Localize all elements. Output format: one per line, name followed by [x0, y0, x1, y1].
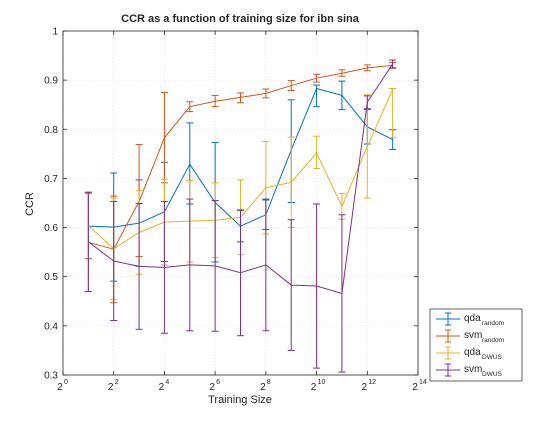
legend-label: qda [464, 347, 481, 358]
y-tick-label: 0.9 [44, 76, 58, 87]
x-tick-exponent: 12 [368, 379, 376, 386]
error-bar-svm-DWUS [160, 201, 168, 334]
error-bar-qda-DWUS [389, 87, 397, 139]
plot-area: 2 0 2 2 2 4 2 6 2 8 2 10 2 12 2 140.30.40.50.60.70.80.9… [44, 27, 427, 394]
error-bar-svm-DWUS [363, 95, 371, 110]
error-bar-svm-DWUS [313, 203, 321, 369]
x-tick-base: 2 [311, 382, 317, 393]
x-tick-label: 2 14 [412, 379, 427, 393]
axes-box [62, 30, 419, 376]
x-axis-label: Training Size [208, 394, 272, 406]
error-bar-svm-DWUS [135, 202, 143, 330]
legend-box [429, 308, 523, 382]
x-tick-exponent: 2 [115, 379, 119, 386]
x-tick-exponent: 6 [216, 379, 220, 386]
error-bar-svm-DWUS [262, 198, 270, 332]
x-tick-exponent: 0 [64, 379, 68, 386]
x-tick-base: 2 [260, 382, 266, 393]
legend-label-subscript: DWUS [482, 371, 503, 378]
error-bar-svm-DWUS [287, 219, 295, 351]
legend-label: qda [464, 313, 481, 324]
legend-label-subscript: DWUS [482, 354, 503, 361]
legend-entry-svm-random: svm random [436, 329, 504, 344]
x-tick-exponent: 14 [419, 379, 427, 386]
x-tick-base: 2 [108, 382, 114, 393]
legend-entry-qda-random: qda random [436, 312, 504, 327]
legend-entry-qda-DWUS: qda DWUS [436, 346, 503, 361]
error-bar-svm-DWUS [211, 200, 219, 332]
legend-entry-svm-DWUS: svm DWUS [436, 363, 503, 378]
error-bar-svm-random [237, 92, 244, 104]
error-bar-svm-DWUS [237, 209, 244, 337]
error-bar-svm-random [313, 73, 321, 83]
legend-label: svm [464, 330, 482, 341]
x-tick-label: 2 10 [311, 379, 326, 393]
error-bar-svm-DWUS [110, 201, 118, 321]
x-tick-base: 2 [412, 382, 418, 393]
y-tick-label: 0.3 [44, 371, 58, 382]
chart-title: CCR as a function of training size for i… [121, 13, 360, 25]
x-tick-exponent: 10 [318, 379, 326, 386]
error-bar-svm-random [262, 88, 270, 99]
y-tick-label: 1 [52, 27, 58, 38]
error-bar-svm-random [338, 69, 346, 77]
error-bar-svm-DWUS [389, 59, 397, 69]
y-tick-label: 0.8 [44, 125, 58, 136]
error-bar-svm-random [363, 64, 371, 72]
error-bar-svm-DWUS [338, 214, 346, 373]
y-tick-label: 0.6 [44, 223, 58, 234]
error-bar-qda-DWUS [363, 94, 371, 199]
error-bar-qda-random [338, 80, 346, 111]
error-bar-qda-DWUS [313, 135, 321, 170]
x-tick-exponent: 8 [267, 379, 271, 386]
x-tick-base: 2 [362, 382, 368, 393]
error-bar-svm-random [186, 101, 194, 113]
x-tick-label: 2 12 [362, 379, 377, 393]
error-bar-svm-DWUS [84, 191, 92, 292]
error-bar-qda-random [313, 84, 321, 108]
y-tick-label: 0.4 [44, 321, 58, 332]
legend-label-subscript: random [482, 320, 504, 327]
y-tick-label: 0.7 [44, 174, 58, 185]
x-tick-base: 2 [209, 382, 215, 393]
legend-label-subscript: random [482, 337, 504, 344]
legend-label: svm [464, 364, 482, 375]
error-bar-svm-random [211, 94, 219, 108]
error-bar-svm-random [287, 80, 295, 91]
x-tick-base: 2 [159, 382, 165, 393]
error-bar-svm-DWUS [186, 198, 194, 332]
y-tick-label: 0.5 [44, 272, 58, 283]
x-tick-exponent: 4 [165, 379, 169, 386]
y-axis-label: CCR [24, 192, 36, 216]
x-tick-base: 2 [57, 382, 63, 393]
